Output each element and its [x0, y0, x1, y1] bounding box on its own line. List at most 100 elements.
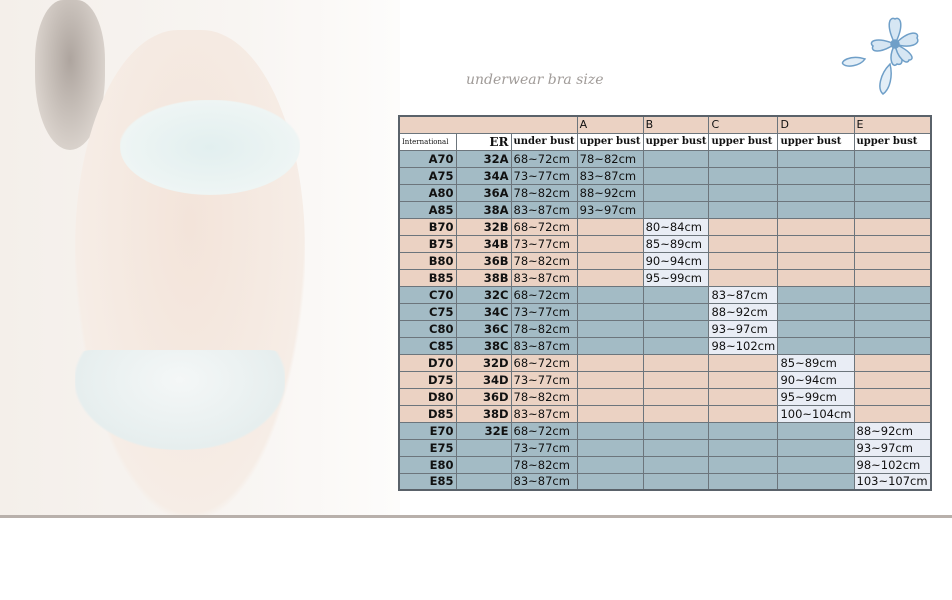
upper-bust: 93~97cm: [576, 200, 644, 219]
upper-bust: 98~102cm: [853, 455, 932, 474]
international-size: B75: [398, 234, 457, 253]
er-size: 34D: [455, 370, 512, 389]
empty-cell: [853, 166, 932, 185]
international-size: D80: [398, 387, 457, 406]
empty-cell: [777, 149, 855, 168]
er-size: 38C: [455, 336, 512, 355]
under-bust: 78~82cm: [510, 387, 578, 406]
upper-bust: 95~99cm: [642, 268, 710, 287]
er-size: 36B: [455, 251, 512, 270]
international-size: E70: [398, 421, 457, 440]
empty-cell: [708, 438, 779, 457]
cup-header: A: [576, 115, 644, 134]
empty-cell: [777, 319, 855, 338]
upper-bust: 78~82cm: [576, 149, 644, 168]
under-bust: 83~87cm: [510, 336, 578, 355]
empty-cell: [642, 353, 710, 372]
empty-cell: [777, 251, 855, 270]
er-size: [455, 455, 512, 474]
empty-cell: [642, 336, 710, 355]
page-title: underwear bra size: [466, 72, 604, 88]
international-size: A70: [398, 149, 457, 168]
empty-cell: [853, 404, 932, 423]
empty-cell: [853, 336, 932, 355]
table-row: B75 34B 73~77cm 85~89cm: [398, 234, 932, 253]
under-bust: 73~77cm: [510, 302, 578, 321]
international-size: D85: [398, 404, 457, 423]
empty-cell: [642, 387, 710, 406]
empty-cell: [853, 234, 932, 253]
er-size: 32B: [455, 217, 512, 236]
empty-cell: [642, 438, 710, 457]
empty-cell: [708, 166, 779, 185]
panty-image: [75, 350, 285, 450]
empty-cell: [853, 319, 932, 338]
cup-header: C: [708, 115, 779, 134]
empty-cell: [853, 251, 932, 270]
empty-cell: [777, 268, 855, 287]
empty-header-cell: [398, 115, 578, 134]
empty-cell: [777, 421, 855, 440]
empty-cell: [576, 353, 644, 372]
empty-cell: [777, 166, 855, 185]
empty-cell: [642, 183, 710, 202]
under-bust: 78~82cm: [510, 251, 578, 270]
table-row: E75 73~77cm 93~97cm: [398, 438, 932, 457]
flower-icon: [841, 17, 919, 95]
upper-bust: 93~97cm: [708, 319, 779, 338]
sub-header-row: International ER under bust upper bust upper…: [398, 132, 932, 151]
empty-cell: [708, 472, 779, 491]
under-bust: 73~77cm: [510, 370, 578, 389]
table-row: E85 83~87cm 103~107cm: [398, 472, 932, 491]
international-size: D70: [398, 353, 457, 372]
empty-cell: [576, 302, 644, 321]
table-row: B80 36B 78~82cm 90~94cm: [398, 251, 932, 270]
empty-cell: [576, 217, 644, 236]
international-size: C85: [398, 336, 457, 355]
empty-cell: [576, 251, 644, 270]
empty-cell: [853, 217, 932, 236]
bra-image: [120, 100, 300, 195]
empty-cell: [576, 268, 644, 287]
er-size: [455, 438, 512, 457]
table-row: B70 32B 68~72cm 80~84cm: [398, 217, 932, 236]
empty-cell: [777, 183, 855, 202]
empty-cell: [853, 183, 932, 202]
empty-cell: [642, 404, 710, 423]
international-size: E85: [398, 472, 457, 491]
table-row: A70 32A 68~72cm 78~82cm: [398, 149, 932, 168]
under-bust: 73~77cm: [510, 234, 578, 253]
upper-bust: 103~107cm: [853, 472, 932, 491]
upper-bust: 88~92cm: [853, 421, 932, 440]
international-size: C75: [398, 302, 457, 321]
upper-bust: 90~94cm: [642, 251, 710, 270]
under-bust: 73~77cm: [510, 438, 578, 457]
empty-cell: [708, 353, 779, 372]
empty-cell: [576, 438, 644, 457]
table-row: A80 36A 78~82cm 88~92cm: [398, 183, 932, 202]
cup-header: E: [853, 115, 932, 134]
under-bust: 83~87cm: [510, 472, 578, 491]
table-row: D75 34D 73~77cm 90~94cm: [398, 370, 932, 389]
under-bust: 68~72cm: [510, 421, 578, 440]
empty-cell: [708, 200, 779, 219]
under-bust: 78~82cm: [510, 183, 578, 202]
empty-cell: [576, 455, 644, 474]
er-size: 36D: [455, 387, 512, 406]
empty-cell: [777, 217, 855, 236]
upper-bust: 88~92cm: [576, 183, 644, 202]
er-size: 32E: [455, 421, 512, 440]
column-header: upper bust: [576, 132, 644, 151]
empty-cell: [642, 455, 710, 474]
empty-cell: [853, 268, 932, 287]
table-row: C70 32C 68~72cm 83~87cm: [398, 285, 932, 304]
empty-cell: [642, 200, 710, 219]
international-size: A85: [398, 200, 457, 219]
column-header: upper bust: [777, 132, 855, 151]
er-size: 32C: [455, 285, 512, 304]
empty-cell: [642, 370, 710, 389]
empty-cell: [708, 183, 779, 202]
table-row: A75 34A 73~77cm 83~87cm: [398, 166, 932, 185]
international-size: E80: [398, 455, 457, 474]
table-row: B85 38B 83~87cm 95~99cm: [398, 268, 932, 287]
